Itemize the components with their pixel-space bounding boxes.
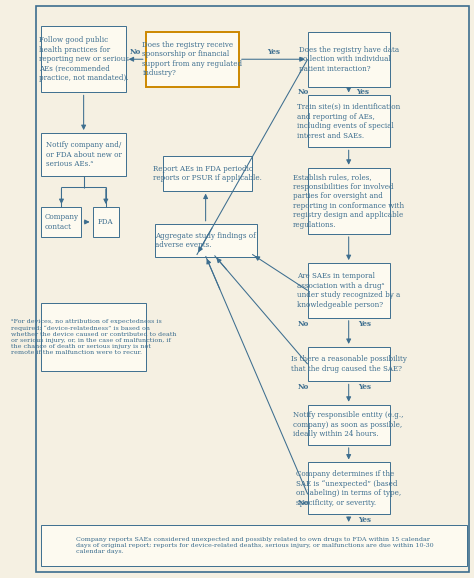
Text: Does the registry have data
collection with individual
patient interaction?: Does the registry have data collection w… <box>299 46 399 73</box>
FancyBboxPatch shape <box>92 207 119 237</box>
Text: ᵃFor devices, no attribution of expectedness is
required; “device-relatedness” i: ᵃFor devices, no attribution of expected… <box>11 319 176 355</box>
FancyBboxPatch shape <box>308 263 390 318</box>
FancyBboxPatch shape <box>146 32 239 87</box>
FancyBboxPatch shape <box>42 525 467 566</box>
Text: No: No <box>298 499 309 507</box>
Text: Yes: Yes <box>267 49 280 56</box>
Text: Are SAEs in temporal
association with a drugᵃ
under study recognized by a
knowle: Are SAEs in temporal association with a … <box>297 272 401 309</box>
Text: Notify company and/
or FDA about new or
serious AEs.ᵃ: Notify company and/ or FDA about new or … <box>46 141 121 168</box>
Text: Yes: Yes <box>356 88 369 97</box>
FancyBboxPatch shape <box>42 303 146 371</box>
FancyBboxPatch shape <box>155 224 256 257</box>
Text: Company
contact: Company contact <box>45 213 79 231</box>
Text: Yes: Yes <box>358 383 371 391</box>
Text: Yes: Yes <box>358 516 371 524</box>
Text: Train site(s) in identification
and reporting of AEs,
including events of specia: Train site(s) in identification and repo… <box>297 103 401 140</box>
Text: No: No <box>298 383 309 391</box>
Text: Is there a reasonable possibility
that the drug caused the SAE?: Is there a reasonable possibility that t… <box>291 355 407 373</box>
FancyBboxPatch shape <box>308 347 390 381</box>
FancyBboxPatch shape <box>42 26 126 92</box>
Text: No: No <box>298 88 309 97</box>
Text: No: No <box>130 49 141 56</box>
Text: Does the registry receive
sponsorship or financial
support from any regulated
in: Does the registry receive sponsorship or… <box>142 41 242 77</box>
FancyBboxPatch shape <box>42 207 82 237</box>
FancyBboxPatch shape <box>308 462 390 514</box>
FancyBboxPatch shape <box>308 405 390 445</box>
Text: Aggregate study findings of
adverse events.: Aggregate study findings of adverse even… <box>155 232 256 249</box>
Text: Notify responsible entity (e.g.,
company) as soon as possible,
ideally within 24: Notify responsible entity (e.g., company… <box>293 412 404 438</box>
FancyBboxPatch shape <box>308 32 390 87</box>
Text: Follow good public
health practices for
reporting new or serious
AEs (recommende: Follow good public health practices for … <box>39 36 128 82</box>
Text: Establish rules, roles,
responsibilities for involved
parties for oversight and
: Establish rules, roles, responsibilities… <box>293 173 404 229</box>
FancyBboxPatch shape <box>164 156 252 191</box>
Text: Company reports SAEs considered unexpected and possibly related to own drugs to : Company reports SAEs considered unexpect… <box>76 537 433 554</box>
FancyBboxPatch shape <box>42 133 126 176</box>
Text: Report AEs in FDA periodic
reports or PSUR if applicable.: Report AEs in FDA periodic reports or PS… <box>154 165 262 182</box>
Text: FDA: FDA <box>98 218 114 226</box>
Text: Yes: Yes <box>358 320 371 328</box>
FancyBboxPatch shape <box>308 95 390 147</box>
Text: No: No <box>298 320 309 328</box>
Text: Company determines if the
SAE is “unexpected” (based
on labeling) in terms of ty: Company determines if the SAE is “unexpe… <box>296 470 401 507</box>
FancyBboxPatch shape <box>308 168 390 234</box>
